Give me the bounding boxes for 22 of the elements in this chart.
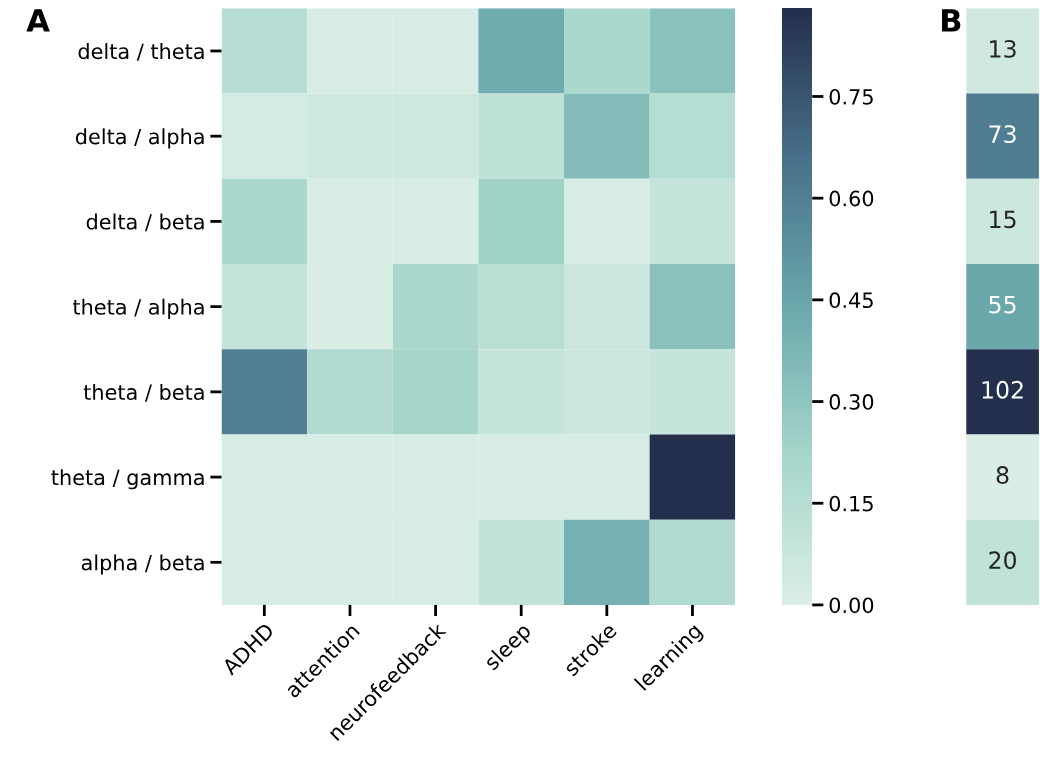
y-tick-label: theta / beta xyxy=(83,383,204,402)
data-label: 102 xyxy=(982,380,1023,399)
chart-title: A xyxy=(26,9,50,32)
data-label: 73 xyxy=(989,125,1016,144)
color-bar-label: 0.45 xyxy=(829,292,873,309)
y-tick-label: theta / alpha xyxy=(72,298,204,319)
chart-title: B xyxy=(942,9,961,32)
data-label: 55 xyxy=(989,295,1016,314)
y-tick-label: delta / beta xyxy=(86,213,204,232)
color-bar-label: 0.15 xyxy=(829,495,873,512)
color-bar-label: 0.60 xyxy=(829,190,874,207)
data-label: 20 xyxy=(989,551,1017,570)
y-tick-label: theta / gamma xyxy=(51,469,204,490)
data-label: 15 xyxy=(990,210,1016,229)
color-bar-label: 0.00 xyxy=(829,597,874,614)
data-label: 13 xyxy=(990,39,1016,58)
y-tick-label: delta / alpha xyxy=(75,128,204,149)
data-label: 8 xyxy=(996,466,1009,484)
color-bar-label: 0.30 xyxy=(829,394,874,410)
y-tick-label: alpha / beta xyxy=(81,554,204,575)
y-tick-label: delta / theta xyxy=(78,43,204,61)
color-bar-label: 0.75 xyxy=(829,88,873,105)
